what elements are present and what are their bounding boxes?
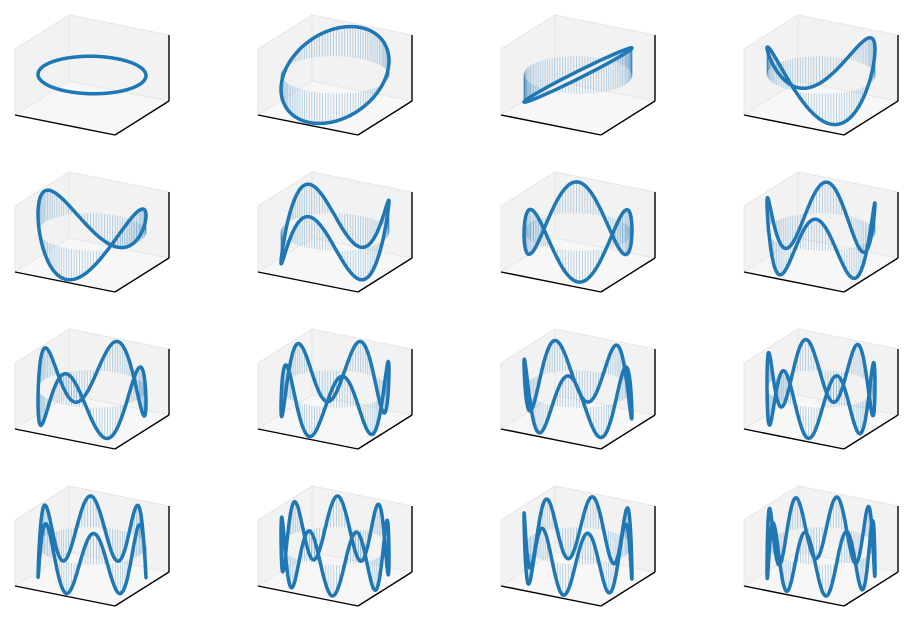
curve (279, 339, 391, 439)
x-axis (743, 428, 845, 450)
subplot (13, 14, 171, 136)
y-axis (114, 414, 170, 450)
curve (36, 54, 148, 96)
subplot (256, 328, 414, 450)
y-axis (843, 257, 899, 293)
curve (765, 337, 877, 441)
y-axis (843, 571, 899, 607)
x-axis (257, 114, 359, 136)
curve (765, 35, 877, 127)
curve (279, 182, 391, 282)
subplot (13, 485, 171, 607)
subplot (499, 485, 657, 607)
x-axis (14, 585, 116, 607)
stems (523, 181, 633, 283)
y-axis (600, 100, 656, 136)
y-axis (114, 571, 170, 607)
y-axis (600, 257, 656, 293)
y-axis (357, 414, 413, 450)
curve (522, 180, 634, 284)
y-axis (600, 571, 656, 607)
curve (522, 338, 634, 440)
subplot (256, 14, 414, 136)
subplot (256, 171, 414, 293)
x-axis (743, 271, 845, 293)
subplot (499, 171, 657, 293)
curve (765, 495, 877, 598)
curve (36, 188, 148, 282)
curve (765, 180, 877, 281)
curve (522, 495, 634, 597)
x-axis (500, 271, 602, 293)
x-axis (743, 585, 845, 607)
y-axis (357, 100, 413, 136)
x-axis (500, 114, 602, 136)
curve (279, 24, 391, 126)
subplot (742, 171, 900, 293)
y-axis (357, 571, 413, 607)
y-axis (114, 257, 170, 293)
x-axis (14, 114, 116, 136)
y-axis (114, 100, 170, 136)
x-axis (743, 114, 845, 136)
subplot (742, 328, 900, 450)
subplot (742, 14, 900, 136)
subplot (256, 485, 414, 607)
x-axis (14, 271, 116, 293)
x-axis (500, 428, 602, 450)
x-axis (257, 271, 359, 293)
y-axis (843, 100, 899, 136)
subplot (13, 171, 171, 293)
x-axis (14, 428, 116, 450)
subplot (742, 485, 900, 607)
subplot (499, 14, 657, 136)
y-axis (843, 414, 899, 450)
y-axis (357, 257, 413, 293)
x-axis (257, 585, 359, 607)
x-axis (500, 585, 602, 607)
x-axis (257, 428, 359, 450)
curve (36, 339, 148, 441)
y-axis (600, 414, 656, 450)
curve (279, 494, 391, 598)
curve (522, 46, 634, 104)
subplot (13, 328, 171, 450)
subplot (499, 328, 657, 450)
curve (36, 494, 148, 596)
